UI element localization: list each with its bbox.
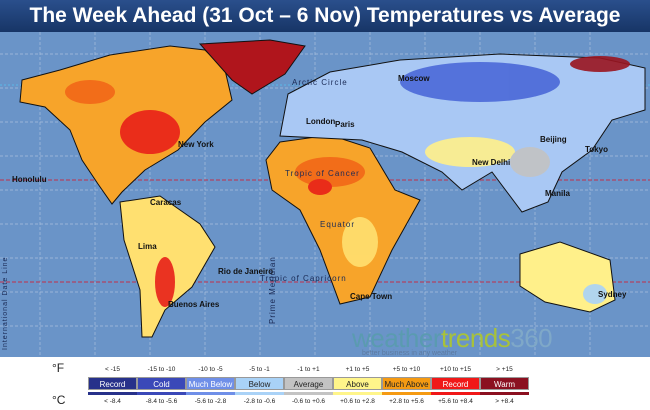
legend-swatch: Cold [137,377,186,395]
city-london: London [306,117,336,126]
f-range: -15 to -10 [147,366,176,373]
city-lima: Lima [138,242,157,251]
swatch-bar [480,392,529,395]
f-range: < -15 [105,366,120,373]
swatch-bar [333,392,382,395]
city-new-york: New York [178,140,214,149]
legend-swatch: Below [235,377,284,395]
c-range: < -8.4 [104,398,121,405]
tropic-of-cancer-label: Tropic of Cancer [285,169,360,178]
legend-swatch: Record [88,377,137,395]
city-manila: Manila [545,189,570,198]
world-map [0,32,650,357]
swatch-label: Warm [480,377,529,390]
celsius-ranges: < -8.4 -8.4 to -5.6 -5.6 to -2.8 -2.8 to -0… [88,398,529,405]
city-buenos-aires: Buenos Aires [168,300,220,309]
f-range: +1 to +5 [345,366,370,373]
city-honolulu: Honolulu [12,175,47,184]
tropic-of-capricorn-label: Tropic of Capricorn [260,274,347,283]
city-new-delhi: New Delhi [472,158,511,167]
logo-tagline: better business in any weather [362,350,457,357]
swatch-bar [137,392,186,395]
f-range: -1 to +1 [297,366,320,373]
fahrenheit-unit: °F [52,361,65,375]
weathertrends360-logo: weathertrends360 [352,323,553,353]
city-tokyo: Tokyo [585,145,608,154]
swatch-label: Record [88,377,137,390]
swatch-label: Cold [137,377,186,390]
celsius-unit: °C [52,393,66,407]
city-cape-town: Cape Town [350,292,393,301]
c-range: > +8.4 [495,398,514,405]
eurasia [279,53,646,213]
city-sydney: Sydney [598,290,627,299]
swatch-bar [88,392,137,395]
c-range: -2.8 to -0.6 [243,398,276,405]
page-title: The Week Ahead (31 Oct – 6 Nov) Temperat… [0,0,650,32]
c-range: +0.6 to +2.8 [340,398,375,405]
swatch-bar [284,392,333,395]
c-range: +2.8 to +5.6 [389,398,424,405]
equator-label: Equator [320,220,356,229]
swatch-label: Much Below [186,377,235,390]
c-range: -0.6 to +0.6 [291,398,326,405]
legend-swatch: Much Above [382,377,431,395]
swatch-label: Below [235,377,284,390]
c-range: -8.4 to -5.6 [145,398,178,405]
legend-swatch: Average [284,377,333,395]
swatch-label: Above [333,377,382,390]
swatch-bar [235,392,284,395]
swatch-label: Average [284,377,333,390]
legend-swatch: Warm [480,377,529,395]
swatch-bar [382,392,431,395]
f-range: -5 to -1 [249,366,270,373]
legend: °F °C < -15 -15 to -10 -10 to -5 -5 to -1 -1… [0,357,650,410]
date-line-label: International Date Line [2,256,9,350]
greenland [198,39,306,95]
legend-swatch: Record [431,377,480,395]
swatch-label: Record [431,377,480,390]
temperature-anomaly-map: Arctic Circle Moscow London Paris New Yo… [0,32,650,357]
swatch-bar [431,392,480,395]
f-range: > +15 [496,366,513,373]
c-range: -5.6 to -2.8 [194,398,227,405]
city-paris: Paris [335,120,355,129]
city-caracas: Caracas [150,198,182,207]
swatch-label: Much Above [382,377,431,390]
f-range: +10 to +15 [439,366,472,373]
city-beijing: Beijing [540,135,567,144]
fahrenheit-ranges: < -15 -15 to -10 -10 to -5 -5 to -1 -1 to +1… [88,366,529,373]
legend-swatches: Record Cold Much Below Below Average Above Muc… [88,377,529,395]
c-range: +5.6 to +8.4 [438,398,473,405]
f-range: -10 to -5 [198,366,223,373]
swatch-bar [186,392,235,395]
f-range: +5 to +10 [392,366,421,373]
legend-swatch: Much Below [186,377,235,395]
legend-swatch: Above [333,377,382,395]
city-moscow: Moscow [398,74,430,83]
prime-meridian-label: Prime Meridian [268,256,277,324]
arctic-circle-label: Arctic Circle [292,78,348,87]
city-rio-de-janeiro: Rio de Janeiro [218,267,274,276]
